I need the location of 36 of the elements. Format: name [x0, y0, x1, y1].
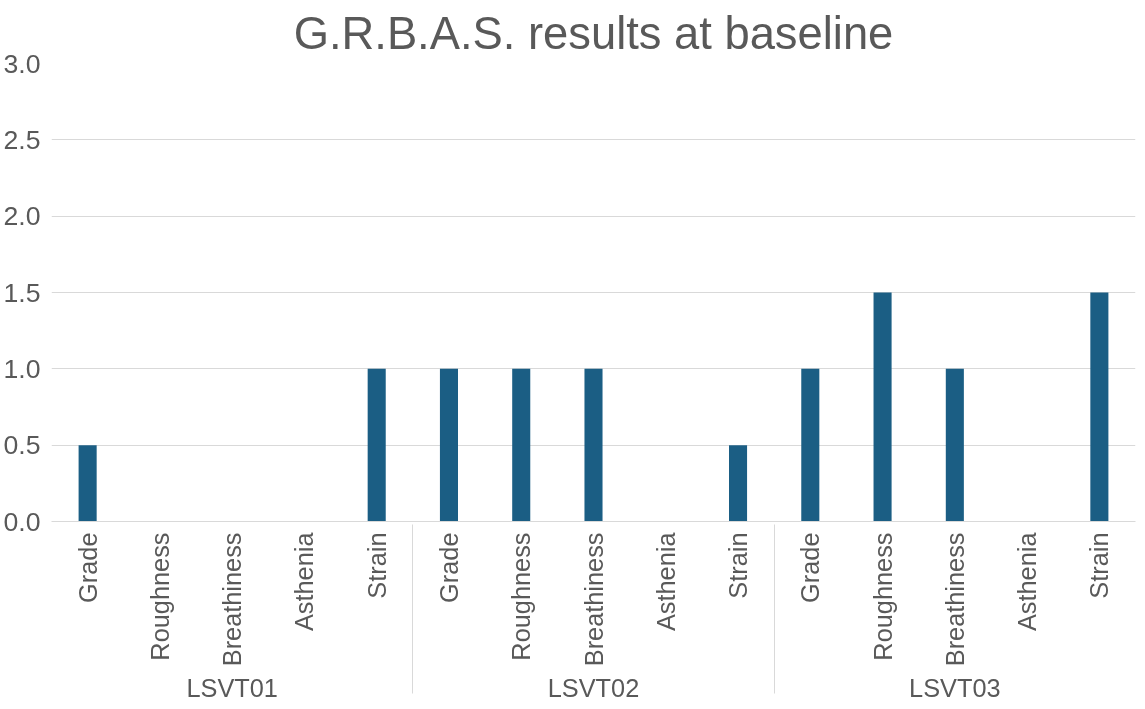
- bar: [439, 368, 458, 522]
- x-tick-label: Grade: [434, 532, 463, 603]
- text: LSVT03: [909, 674, 1001, 703]
- bar: [1090, 292, 1109, 522]
- x-tick-label: Strain: [724, 532, 753, 599]
- bar: [945, 368, 964, 522]
- y-tick-label: 1.5: [3, 277, 41, 308]
- bar: [78, 445, 97, 522]
- y-tick-label: 0.5: [3, 430, 41, 461]
- bar: [729, 445, 748, 522]
- y-tick-label: 0.0: [3, 506, 41, 537]
- x-tick-label: Strain: [362, 532, 391, 599]
- bar: [367, 368, 386, 522]
- x-tick-label: Grade: [73, 532, 102, 603]
- y-tick-label: 2.5: [3, 124, 41, 155]
- bar: [873, 292, 892, 522]
- text: LSVT01: [186, 674, 278, 703]
- y-tick-label: 3.0: [3, 48, 41, 79]
- x-tick-label: Asthenia: [1013, 531, 1042, 632]
- x-tick-label: Strain: [1085, 532, 1114, 599]
- x-tick-label: Roughness: [868, 532, 897, 661]
- text: LSVT02: [547, 674, 640, 703]
- x-tick-label: Grade: [796, 532, 825, 603]
- chart-title: G.R.B.A.S. results at baseline: [293, 7, 894, 59]
- x-tick-label: Breathiness: [218, 532, 247, 667]
- bar: [512, 368, 531, 522]
- x-tick-label: Breathiness: [940, 532, 969, 667]
- x-tick-label: Breathiness: [579, 532, 608, 667]
- x-tick-label: Roughness: [507, 532, 536, 661]
- y-tick-label: 2.0: [3, 201, 41, 232]
- x-tick-label: Asthenia: [651, 531, 680, 632]
- bar: [801, 368, 820, 522]
- x-tick-label: Asthenia: [290, 531, 319, 632]
- x-tick-label: Roughness: [145, 532, 174, 661]
- bar: [584, 368, 603, 522]
- y-tick-label: 1.0: [3, 353, 41, 384]
